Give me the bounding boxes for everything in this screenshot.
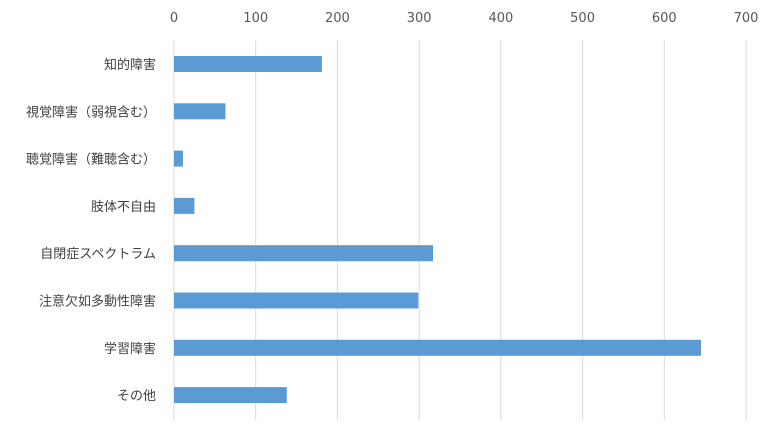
x-tick-label: 500 [570, 11, 595, 26]
x-tick-label: 0 [170, 11, 178, 26]
bar [174, 292, 419, 309]
x-tick-label: 200 [325, 11, 350, 26]
x-tick-label: 400 [488, 11, 513, 26]
x-axis-ticks: 0 100 200 300 400 500 600 700 [170, 11, 759, 26]
category-label: 肢体不自由 [91, 199, 156, 215]
x-tick-label: 600 [652, 11, 677, 26]
bar [174, 245, 434, 262]
category-label: 視覚障害（弱視含む） [26, 104, 156, 120]
category-label: 自閉症スペクトラム [40, 247, 156, 262]
x-tick-label: 300 [407, 11, 432, 26]
category-label: その他 [117, 389, 156, 404]
bars [174, 56, 702, 404]
category-label: 注意欠如多動性障害 [39, 294, 156, 310]
gridlines [173, 40, 747, 420]
bar [174, 150, 183, 167]
bar [174, 387, 287, 404]
bar [174, 56, 322, 72]
bar [174, 339, 702, 356]
x-tick-label: 700 [734, 11, 759, 26]
category-label: 学習障害 [104, 341, 156, 357]
category-label: 知的障害 [104, 57, 156, 73]
bar [174, 197, 195, 214]
x-tick-label: 100 [243, 11, 268, 26]
bar [174, 103, 226, 120]
category-label: 聴覚障害（難聴含む） [26, 152, 156, 168]
